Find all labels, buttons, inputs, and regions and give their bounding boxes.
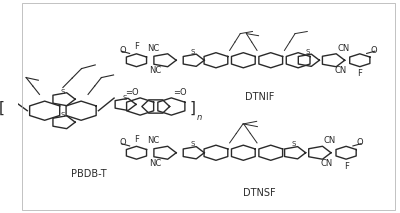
- Polygon shape: [232, 145, 255, 160]
- Text: n: n: [196, 112, 202, 121]
- Polygon shape: [66, 101, 96, 120]
- Text: F: F: [344, 162, 348, 171]
- Text: F: F: [134, 135, 139, 144]
- Text: CN: CN: [324, 136, 336, 145]
- Polygon shape: [204, 53, 228, 68]
- Polygon shape: [285, 147, 306, 159]
- Polygon shape: [154, 146, 176, 159]
- Polygon shape: [204, 145, 228, 160]
- Polygon shape: [183, 147, 204, 159]
- Polygon shape: [298, 54, 319, 66]
- Polygon shape: [126, 98, 154, 115]
- Text: O: O: [120, 138, 126, 147]
- Text: DTNSF: DTNSF: [243, 188, 276, 198]
- Text: =O: =O: [173, 88, 187, 97]
- Text: DTNIF: DTNIF: [245, 92, 274, 102]
- Polygon shape: [286, 53, 310, 68]
- Polygon shape: [259, 145, 283, 160]
- Polygon shape: [53, 93, 75, 106]
- Polygon shape: [126, 146, 146, 159]
- Text: S: S: [61, 89, 65, 95]
- Polygon shape: [158, 98, 185, 115]
- Text: O: O: [120, 46, 126, 55]
- Text: PBDB-T: PBDB-T: [71, 169, 106, 179]
- Text: S: S: [61, 112, 65, 118]
- Text: F: F: [357, 69, 362, 78]
- Text: CN: CN: [334, 66, 347, 75]
- Polygon shape: [322, 54, 345, 67]
- Text: O: O: [356, 138, 363, 147]
- Polygon shape: [350, 54, 370, 67]
- Polygon shape: [53, 116, 75, 129]
- Text: ]: ]: [189, 101, 195, 116]
- Text: NC: NC: [147, 44, 159, 53]
- Polygon shape: [126, 54, 146, 67]
- Polygon shape: [232, 53, 255, 68]
- Polygon shape: [183, 54, 204, 66]
- Text: CN: CN: [321, 159, 333, 168]
- Text: NC: NC: [147, 136, 159, 145]
- Text: S: S: [292, 141, 296, 147]
- Text: S: S: [190, 49, 195, 55]
- Text: S: S: [122, 95, 127, 101]
- Text: S: S: [190, 141, 195, 147]
- Polygon shape: [115, 98, 136, 111]
- Text: NC: NC: [150, 159, 162, 168]
- Text: F: F: [134, 42, 139, 51]
- Polygon shape: [259, 53, 283, 68]
- Text: NC: NC: [150, 66, 162, 75]
- Text: O: O: [370, 46, 377, 55]
- Polygon shape: [309, 146, 331, 159]
- Text: =O: =O: [125, 88, 138, 97]
- Text: CN: CN: [337, 44, 350, 53]
- Polygon shape: [142, 100, 170, 113]
- Text: [: [: [0, 101, 4, 116]
- Text: S: S: [306, 49, 310, 55]
- Polygon shape: [30, 101, 60, 120]
- Polygon shape: [336, 146, 356, 159]
- Polygon shape: [154, 54, 176, 67]
